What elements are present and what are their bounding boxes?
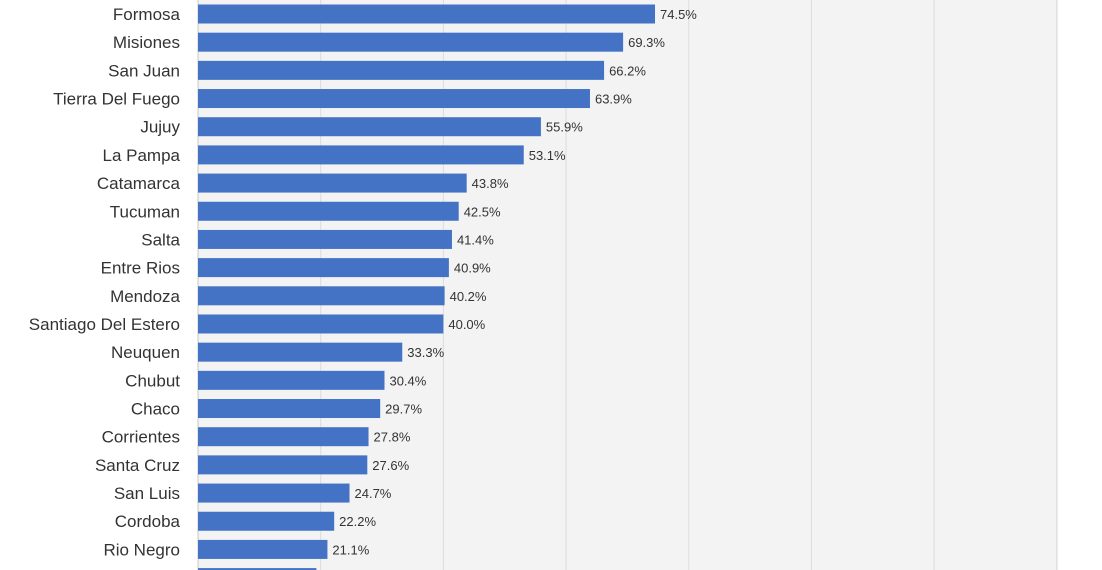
data-label: 43.8% <box>472 176 509 191</box>
data-labels: 74.5% 69.3% 66.2% 63.9% 55.9% 53.1% 43.8% 42.5%… <box>332 7 697 557</box>
category-label: Neuquen <box>111 343 180 362</box>
data-label: 24.7% <box>355 486 392 501</box>
data-label: 53.1% <box>529 148 566 163</box>
category-label: Catamarca <box>97 174 181 193</box>
category-label: San Luis <box>114 484 180 503</box>
data-label: 27.6% <box>372 458 409 473</box>
category-label: Entre Rios <box>101 259 180 278</box>
bar <box>198 89 590 109</box>
bar <box>198 117 541 137</box>
category-label: Jujuy <box>140 118 180 137</box>
category-label: Santa Cruz <box>95 456 180 475</box>
bar <box>198 60 605 80</box>
category-label: Mendoza <box>110 287 180 306</box>
data-label: 41.4% <box>457 232 494 247</box>
category-label: Tucuman <box>110 202 180 221</box>
bar <box>198 427 369 447</box>
data-label: 69.3% <box>628 35 665 50</box>
category-label: Corrientes <box>102 428 180 447</box>
data-label: 74.5% <box>660 7 697 22</box>
category-label: Misiones <box>113 33 180 52</box>
data-label: 66.2% <box>609 63 646 78</box>
data-label: 40.2% <box>450 289 487 304</box>
data-label: 30.4% <box>389 373 426 388</box>
bar <box>198 4 655 24</box>
data-label: 22.2% <box>339 514 376 529</box>
bar <box>198 399 381 419</box>
bar <box>198 173 467 193</box>
data-label: 40.9% <box>454 261 491 276</box>
bar <box>198 370 385 390</box>
data-label: 21.1% <box>332 542 369 557</box>
category-label: Chaco <box>131 400 180 419</box>
category-label: Rio Negro <box>103 540 180 559</box>
category-label: Salta <box>141 230 180 249</box>
data-label: 33.3% <box>407 345 444 360</box>
bar-partial <box>198 568 317 570</box>
bar <box>198 511 335 531</box>
category-labels: Formosa Misiones San Juan Tierra Del Fuego J… <box>29 5 181 559</box>
category-label: Cordoba <box>115 512 181 531</box>
category-label: Tierra Del Fuego <box>53 90 180 109</box>
bar <box>198 201 459 221</box>
data-label: 42.5% <box>464 204 501 219</box>
bar <box>198 32 624 52</box>
bar <box>198 455 368 475</box>
data-label: 40.0% <box>448 317 485 332</box>
bar <box>198 539 328 559</box>
bar <box>198 258 449 278</box>
category-label: La Pampa <box>103 146 181 165</box>
data-label: 55.9% <box>546 120 583 135</box>
bar <box>198 342 403 362</box>
bar <box>198 145 524 165</box>
data-label: 63.9% <box>595 92 632 107</box>
bar <box>198 229 452 249</box>
data-label: 27.8% <box>374 430 411 445</box>
bar <box>198 286 445 306</box>
bar <box>198 314 444 334</box>
category-label: San Juan <box>108 61 180 80</box>
category-label: Chubut <box>125 371 180 390</box>
data-label: 29.7% <box>385 402 422 417</box>
category-label: Formosa <box>113 5 181 24</box>
category-label: Santiago Del Estero <box>29 315 180 334</box>
bar <box>198 483 350 503</box>
bars <box>198 4 655 570</box>
